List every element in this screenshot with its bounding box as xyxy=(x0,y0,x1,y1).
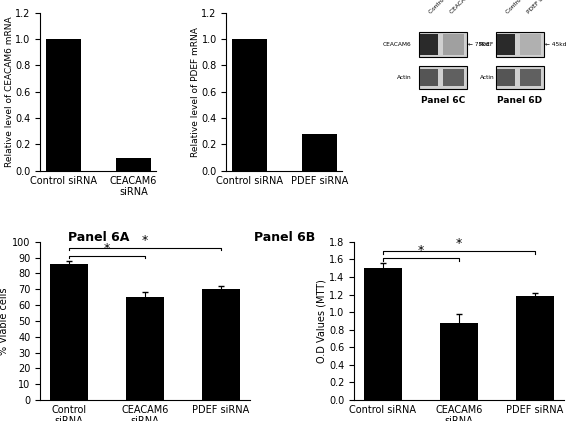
Bar xyxy=(497,69,515,86)
Text: *: * xyxy=(456,237,462,250)
Bar xyxy=(420,69,438,86)
Bar xyxy=(516,296,554,400)
Bar xyxy=(420,34,438,55)
Bar xyxy=(443,34,464,55)
Bar xyxy=(520,34,541,55)
FancyBboxPatch shape xyxy=(496,67,544,88)
Y-axis label: % Viable cells: % Viable cells xyxy=(0,287,9,354)
Text: ← 75kd: ← 75kd xyxy=(469,42,490,47)
Text: *: * xyxy=(417,244,424,257)
Bar xyxy=(440,322,478,400)
Bar xyxy=(45,39,80,171)
Text: *: * xyxy=(104,242,110,255)
Bar xyxy=(302,134,337,171)
Y-axis label: Relative level of CEACAM6 mRNA: Relative level of CEACAM6 mRNA xyxy=(5,16,14,167)
Text: Panel 6A: Panel 6A xyxy=(68,231,129,244)
FancyBboxPatch shape xyxy=(419,32,467,57)
FancyBboxPatch shape xyxy=(496,32,544,57)
Text: ← 45kd: ← 45kd xyxy=(546,42,567,47)
Bar xyxy=(497,34,515,55)
Text: Panel 6D: Panel 6D xyxy=(497,96,542,105)
Y-axis label: Relative level of PDEF mRNA: Relative level of PDEF mRNA xyxy=(191,27,200,157)
Text: Control siRNA: Control siRNA xyxy=(505,0,537,14)
Y-axis label: O.D Values (MTT): O.D Values (MTT) xyxy=(316,279,327,363)
Bar xyxy=(520,69,541,86)
Bar xyxy=(443,69,464,86)
Text: CEACAM6: CEACAM6 xyxy=(382,42,411,47)
Bar xyxy=(126,297,164,400)
Bar xyxy=(50,264,88,400)
Bar xyxy=(116,157,151,171)
Bar xyxy=(232,39,267,171)
Text: Panel 6C: Panel 6C xyxy=(421,96,465,105)
FancyBboxPatch shape xyxy=(419,67,467,88)
Text: Actin: Actin xyxy=(480,75,494,80)
Text: Actin: Actin xyxy=(397,75,411,80)
Text: PDEF: PDEF xyxy=(479,42,494,47)
Bar xyxy=(202,289,240,400)
Text: Control siRNA: Control siRNA xyxy=(428,0,460,14)
Text: Panel 6B: Panel 6B xyxy=(254,231,315,244)
Text: *: * xyxy=(142,234,148,248)
Text: PDEF siRNA: PDEF siRNA xyxy=(526,0,554,14)
Bar xyxy=(364,268,402,400)
Text: CEACAM6 siRNA: CEACAM6 siRNA xyxy=(449,0,486,14)
